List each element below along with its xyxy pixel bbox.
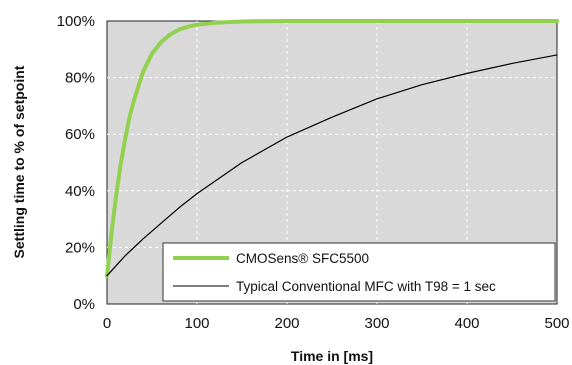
legend-label-cmosens: CMOSens® SFC5500	[236, 251, 369, 266]
y-axis-title: Settling time to % of setpoint	[11, 65, 27, 258]
tick-labels: 0 100 200 300 400 500 0% 20% 40% 60% 80% 100%	[57, 13, 570, 332]
series-line-conventional	[106, 54, 558, 277]
legend-box	[162, 242, 556, 302]
x-axis-title: Time in [ms]	[291, 348, 373, 364]
x-tick-label-0: 0	[103, 315, 111, 332]
x-tick-label-100: 100	[184, 315, 209, 332]
y-tick-label-20: 20%	[65, 239, 95, 256]
x-tick-label-300: 300	[364, 315, 389, 332]
y-tick-label-80: 80%	[65, 70, 95, 87]
y-tick-label-0: 0%	[73, 296, 95, 313]
y-tick-label-100: 100%	[57, 13, 95, 30]
x-tick-label-200: 200	[274, 315, 299, 332]
y-tick-label-40: 40%	[65, 183, 95, 200]
y-tick-label-60: 60%	[65, 126, 95, 143]
x-tick-label-400: 400	[454, 315, 479, 332]
legend: CMOSens® SFC5500 Typical Conventional MF…	[162, 242, 556, 302]
series-line-cmosens	[105, 19, 559, 278]
x-tick-label-500: 500	[544, 315, 569, 332]
legend-label-conventional: Typical Conventional MFC with T98 = 1 se…	[236, 279, 496, 294]
series-lines	[105, 19, 559, 278]
